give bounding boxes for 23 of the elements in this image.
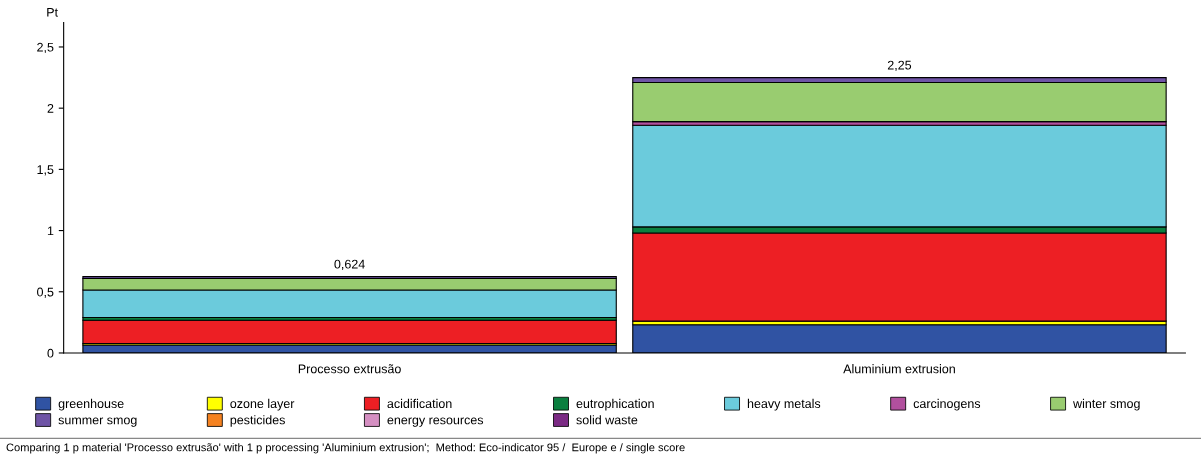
legend-label: solid waste: [576, 415, 638, 425]
y-tick-label: 1: [47, 226, 54, 236]
legend-label: carcinogens: [913, 398, 981, 411]
text: Comparing 1 p material 'Processo extrusão' with 1 p processing 'Aluminium extrusion'; Method: Eco-indicator 95 / Europe e / single score: [6, 443, 685, 454]
x-tick-label: Processo extrusão: [298, 364, 401, 374]
y-tick-label: 2: [47, 103, 54, 113]
legend-label: winter smog: [1073, 398, 1140, 411]
legend-label: summer smog: [58, 417, 137, 427]
legend-label: acidification: [387, 398, 452, 409]
legend-label: greenhouse: [58, 398, 124, 411]
y-tick-label: 2,5: [37, 42, 54, 54]
y-tick-label: 0: [47, 348, 54, 358]
total-label: 2,25: [887, 60, 912, 72]
x-tick-label: Aluminium extrusion: [843, 364, 955, 374]
y-axis-title: Pt: [47, 7, 58, 17]
legend-label: energy resources: [387, 417, 484, 427]
legend-label: ozone layer: [230, 398, 295, 411]
legend-label: eutrophication: [576, 398, 654, 411]
legend-label: heavy metals: [747, 398, 821, 411]
y-tick-label: 0,5: [37, 287, 54, 298]
legend-label: pesticides: [230, 415, 285, 427]
total-label: 0,624: [334, 259, 365, 271]
y-tick-label: 1,5: [37, 165, 54, 176]
